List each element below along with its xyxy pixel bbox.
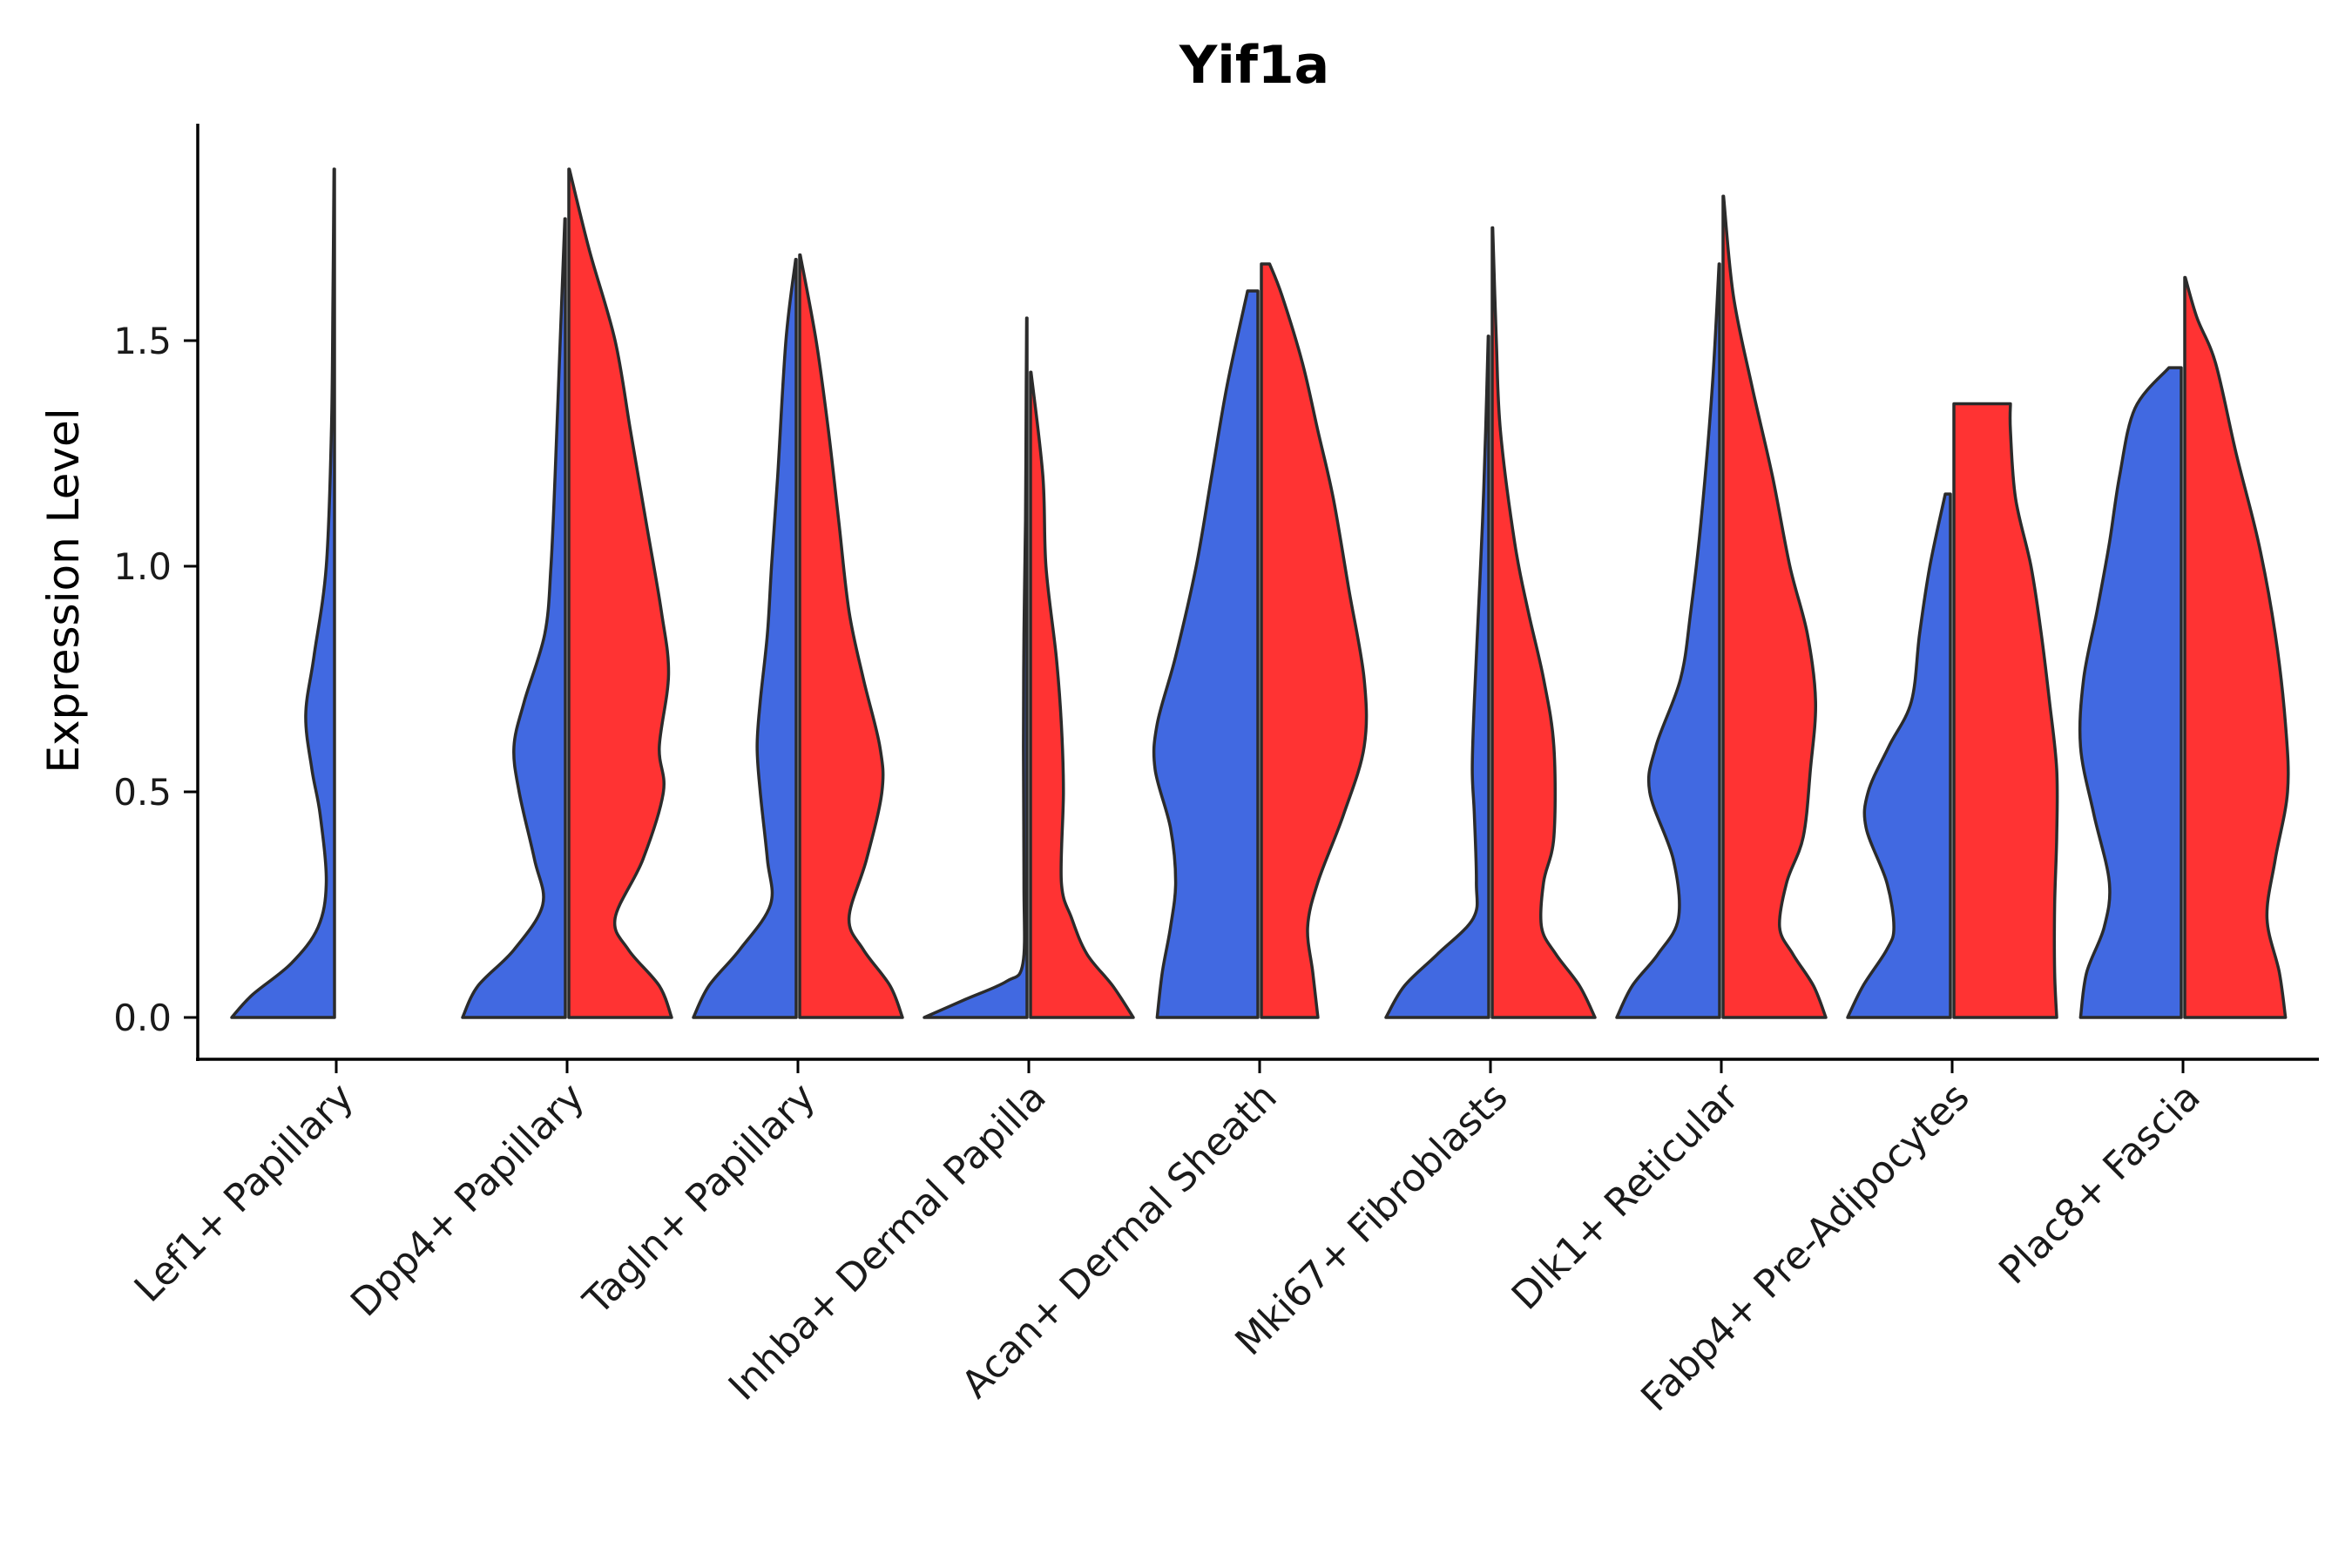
violin-group1-0 — [230, 167, 336, 1019]
x-tick-label: Tagln+ Papillary — [575, 1075, 824, 1324]
x-tick-label: Dpp4+ Papillary — [342, 1075, 593, 1326]
violin-group1-7 — [1846, 492, 1952, 1019]
y-axis-label: Expression Level — [38, 408, 89, 773]
violin-group1-5 — [1384, 335, 1490, 1019]
violin-group1-2 — [692, 258, 798, 1019]
violin-group2-4 — [1260, 262, 1369, 1019]
violin-group1-3 — [923, 316, 1029, 1019]
violin-group1-6 — [1615, 262, 1721, 1019]
y-ticks: 0.0 0.5 1.0 1.5 — [113, 320, 198, 1039]
violin-group2-5 — [1490, 226, 1597, 1019]
violin-group2-6 — [1721, 194, 1828, 1019]
y-tick-label: 0.5 — [113, 771, 172, 814]
x-tick-label: Plac8+ Fascia — [1990, 1075, 2209, 1294]
violin-group1-4 — [1152, 289, 1260, 1019]
x-tick-label: Dlk1+ Reticular — [1504, 1074, 1748, 1319]
x-tick-label: Lef1+ Papillary — [126, 1075, 362, 1311]
violin-group2-7 — [1952, 402, 2059, 1019]
violin-group2-3 — [1029, 370, 1135, 1019]
violin-group1-1 — [461, 217, 567, 1019]
violin-group2-2 — [798, 253, 904, 1019]
y-tick-label: 1.5 — [113, 320, 172, 362]
y-tick-label: 1.0 — [113, 545, 172, 588]
violin-layer — [230, 167, 2290, 1019]
violin-group1-8 — [2078, 366, 2183, 1019]
chart-title: Yif1a — [1179, 35, 1329, 96]
violin-group2-8 — [2183, 275, 2290, 1019]
y-tick-label: 0.0 — [113, 997, 172, 1039]
violin-group2-1 — [567, 167, 673, 1019]
